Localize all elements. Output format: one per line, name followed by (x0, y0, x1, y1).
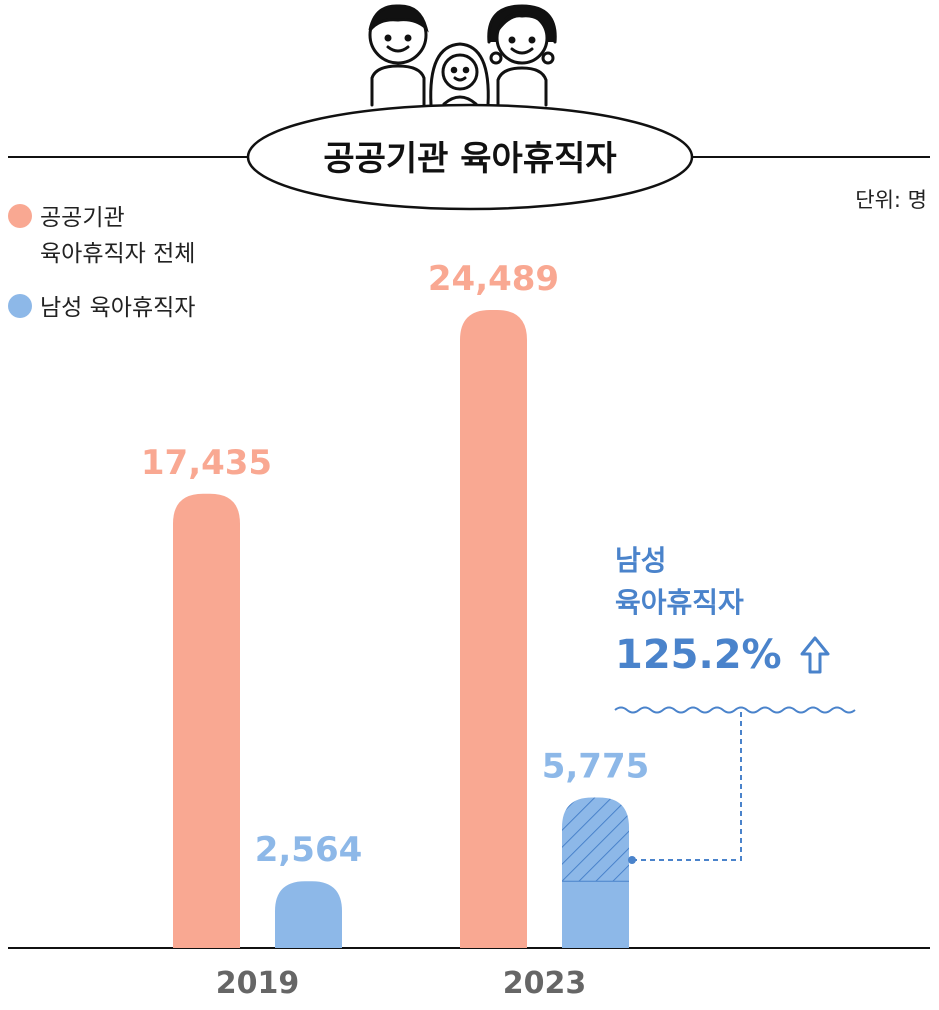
mother-icon (487, 4, 557, 107)
value-label-2023-series-2: 5,775 (542, 747, 650, 787)
callout-percent-row: 125.2% (615, 632, 830, 678)
x-tick-label-2019: 2019 (216, 966, 300, 1001)
legend-item-total: 공공기관 육아휴직자 전체 (8, 200, 195, 272)
wave-underline (614, 706, 856, 714)
legend: 공공기관 육아휴직자 전체 남성 육아휴직자 (8, 200, 195, 344)
legend-swatch-male (8, 294, 32, 318)
callout-dot (628, 856, 636, 864)
callout-percent: 125.2% (615, 632, 782, 678)
bar-2023-baseline-portion (562, 881, 629, 948)
value-label-2019-series-2: 2,564 (255, 830, 363, 870)
chart-title: 공공기관 육아휴직자 (323, 139, 616, 179)
bar-2019-series-2 (275, 881, 342, 948)
unit-label: 단위: 명 (855, 188, 927, 212)
legend-label-male: 남성 육아휴직자 (40, 295, 196, 321)
title-ellipse (246, 103, 694, 211)
bar-2019-series-1 (173, 493, 240, 948)
callout-line1: 남성 (615, 544, 667, 577)
value-label-2019-series-1: 17,435 (141, 443, 272, 483)
family-illustration (368, 4, 557, 107)
father-icon (368, 4, 429, 107)
bars-group: 17,435 2,564 2019 24,489 5,775 2023 (141, 259, 649, 1001)
callout-line2: 육아휴직자 (615, 586, 744, 619)
legend-item-male: 남성 육아휴직자 (8, 290, 195, 326)
x-tick-label-2023: 2023 (503, 966, 587, 1001)
value-label-2023-series-1: 24,489 (428, 259, 559, 299)
baby-icon (429, 42, 490, 107)
growth-callout: 남성 육아휴직자 125.2% (615, 540, 830, 678)
up-arrow-icon (800, 636, 830, 674)
callout-connector (632, 712, 742, 861)
bar-2023-series-1 (460, 310, 527, 948)
legend-swatch-total (8, 204, 32, 228)
legend-label-total: 공공기관 육아휴직자 전체 (40, 205, 196, 267)
